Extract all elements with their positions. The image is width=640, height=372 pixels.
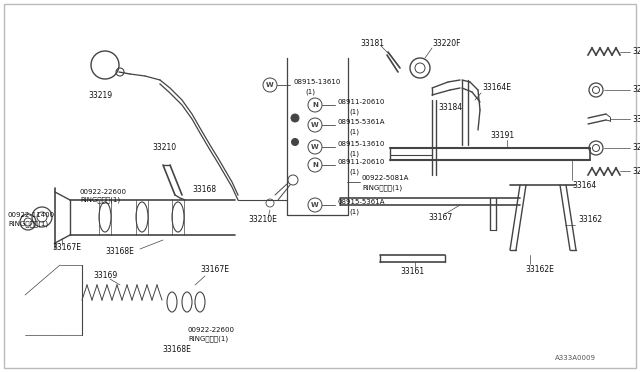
Text: 33168: 33168 (192, 185, 216, 193)
Text: RINGリング(1): RINGリング(1) (8, 221, 48, 227)
Text: 00922-22600: 00922-22600 (188, 327, 235, 333)
Text: 33168E: 33168E (162, 346, 191, 355)
Text: (1): (1) (349, 209, 359, 215)
Text: 33219: 33219 (88, 90, 112, 99)
Text: RINGリング(1): RINGリング(1) (188, 336, 228, 342)
Text: N: N (312, 162, 318, 168)
Text: 33164: 33164 (572, 180, 596, 189)
Text: RINGリング(1): RINGリング(1) (362, 185, 402, 191)
Text: 33210E: 33210E (248, 215, 277, 224)
Text: 33220F: 33220F (432, 38, 461, 48)
Circle shape (291, 138, 298, 145)
Text: 33167E: 33167E (52, 244, 81, 253)
Text: 33181: 33181 (360, 38, 384, 48)
Text: 33191: 33191 (490, 131, 514, 140)
Text: 33167: 33167 (428, 214, 452, 222)
Text: 33169: 33169 (93, 270, 117, 279)
Text: (1): (1) (349, 129, 359, 135)
Text: 32831N: 32831N (632, 48, 640, 57)
Text: 08911-20610: 08911-20610 (337, 159, 385, 165)
Text: 00922-11400: 00922-11400 (8, 212, 55, 218)
Text: 32006J: 32006J (632, 144, 640, 153)
Text: 32831M: 32831M (632, 167, 640, 176)
Text: W: W (311, 202, 319, 208)
Text: (1): (1) (349, 151, 359, 157)
Text: 33168E: 33168E (105, 247, 134, 257)
Text: 00922-5081A: 00922-5081A (362, 175, 410, 181)
Text: (1): (1) (349, 109, 359, 115)
Text: 08915-5361A: 08915-5361A (337, 119, 385, 125)
FancyBboxPatch shape (4, 4, 636, 368)
Text: W: W (266, 82, 274, 88)
Text: W: W (311, 144, 319, 150)
Text: N: N (312, 102, 318, 108)
Text: 08915-13610: 08915-13610 (337, 141, 385, 147)
Text: (1): (1) (305, 89, 315, 95)
Text: 33161: 33161 (400, 267, 424, 276)
Text: 33162E: 33162E (525, 266, 554, 275)
Text: (1): (1) (349, 169, 359, 175)
Text: 08915-13610: 08915-13610 (293, 79, 340, 85)
Text: 08915-5361A: 08915-5361A (337, 199, 385, 205)
Text: 33162: 33162 (578, 215, 602, 224)
Text: 33164E: 33164E (482, 83, 511, 93)
Text: 33167E: 33167E (200, 266, 229, 275)
Text: W: W (311, 122, 319, 128)
Circle shape (291, 114, 299, 122)
Text: 33210: 33210 (152, 144, 176, 153)
Text: RINGリング(1): RINGリング(1) (80, 197, 120, 203)
Text: 33175: 33175 (632, 115, 640, 124)
Text: A333A0009: A333A0009 (555, 355, 596, 361)
Text: 32006J: 32006J (632, 86, 640, 94)
Text: 08911-20610: 08911-20610 (337, 99, 385, 105)
Text: 33184: 33184 (438, 103, 462, 112)
Text: 00922-22600: 00922-22600 (80, 189, 127, 195)
